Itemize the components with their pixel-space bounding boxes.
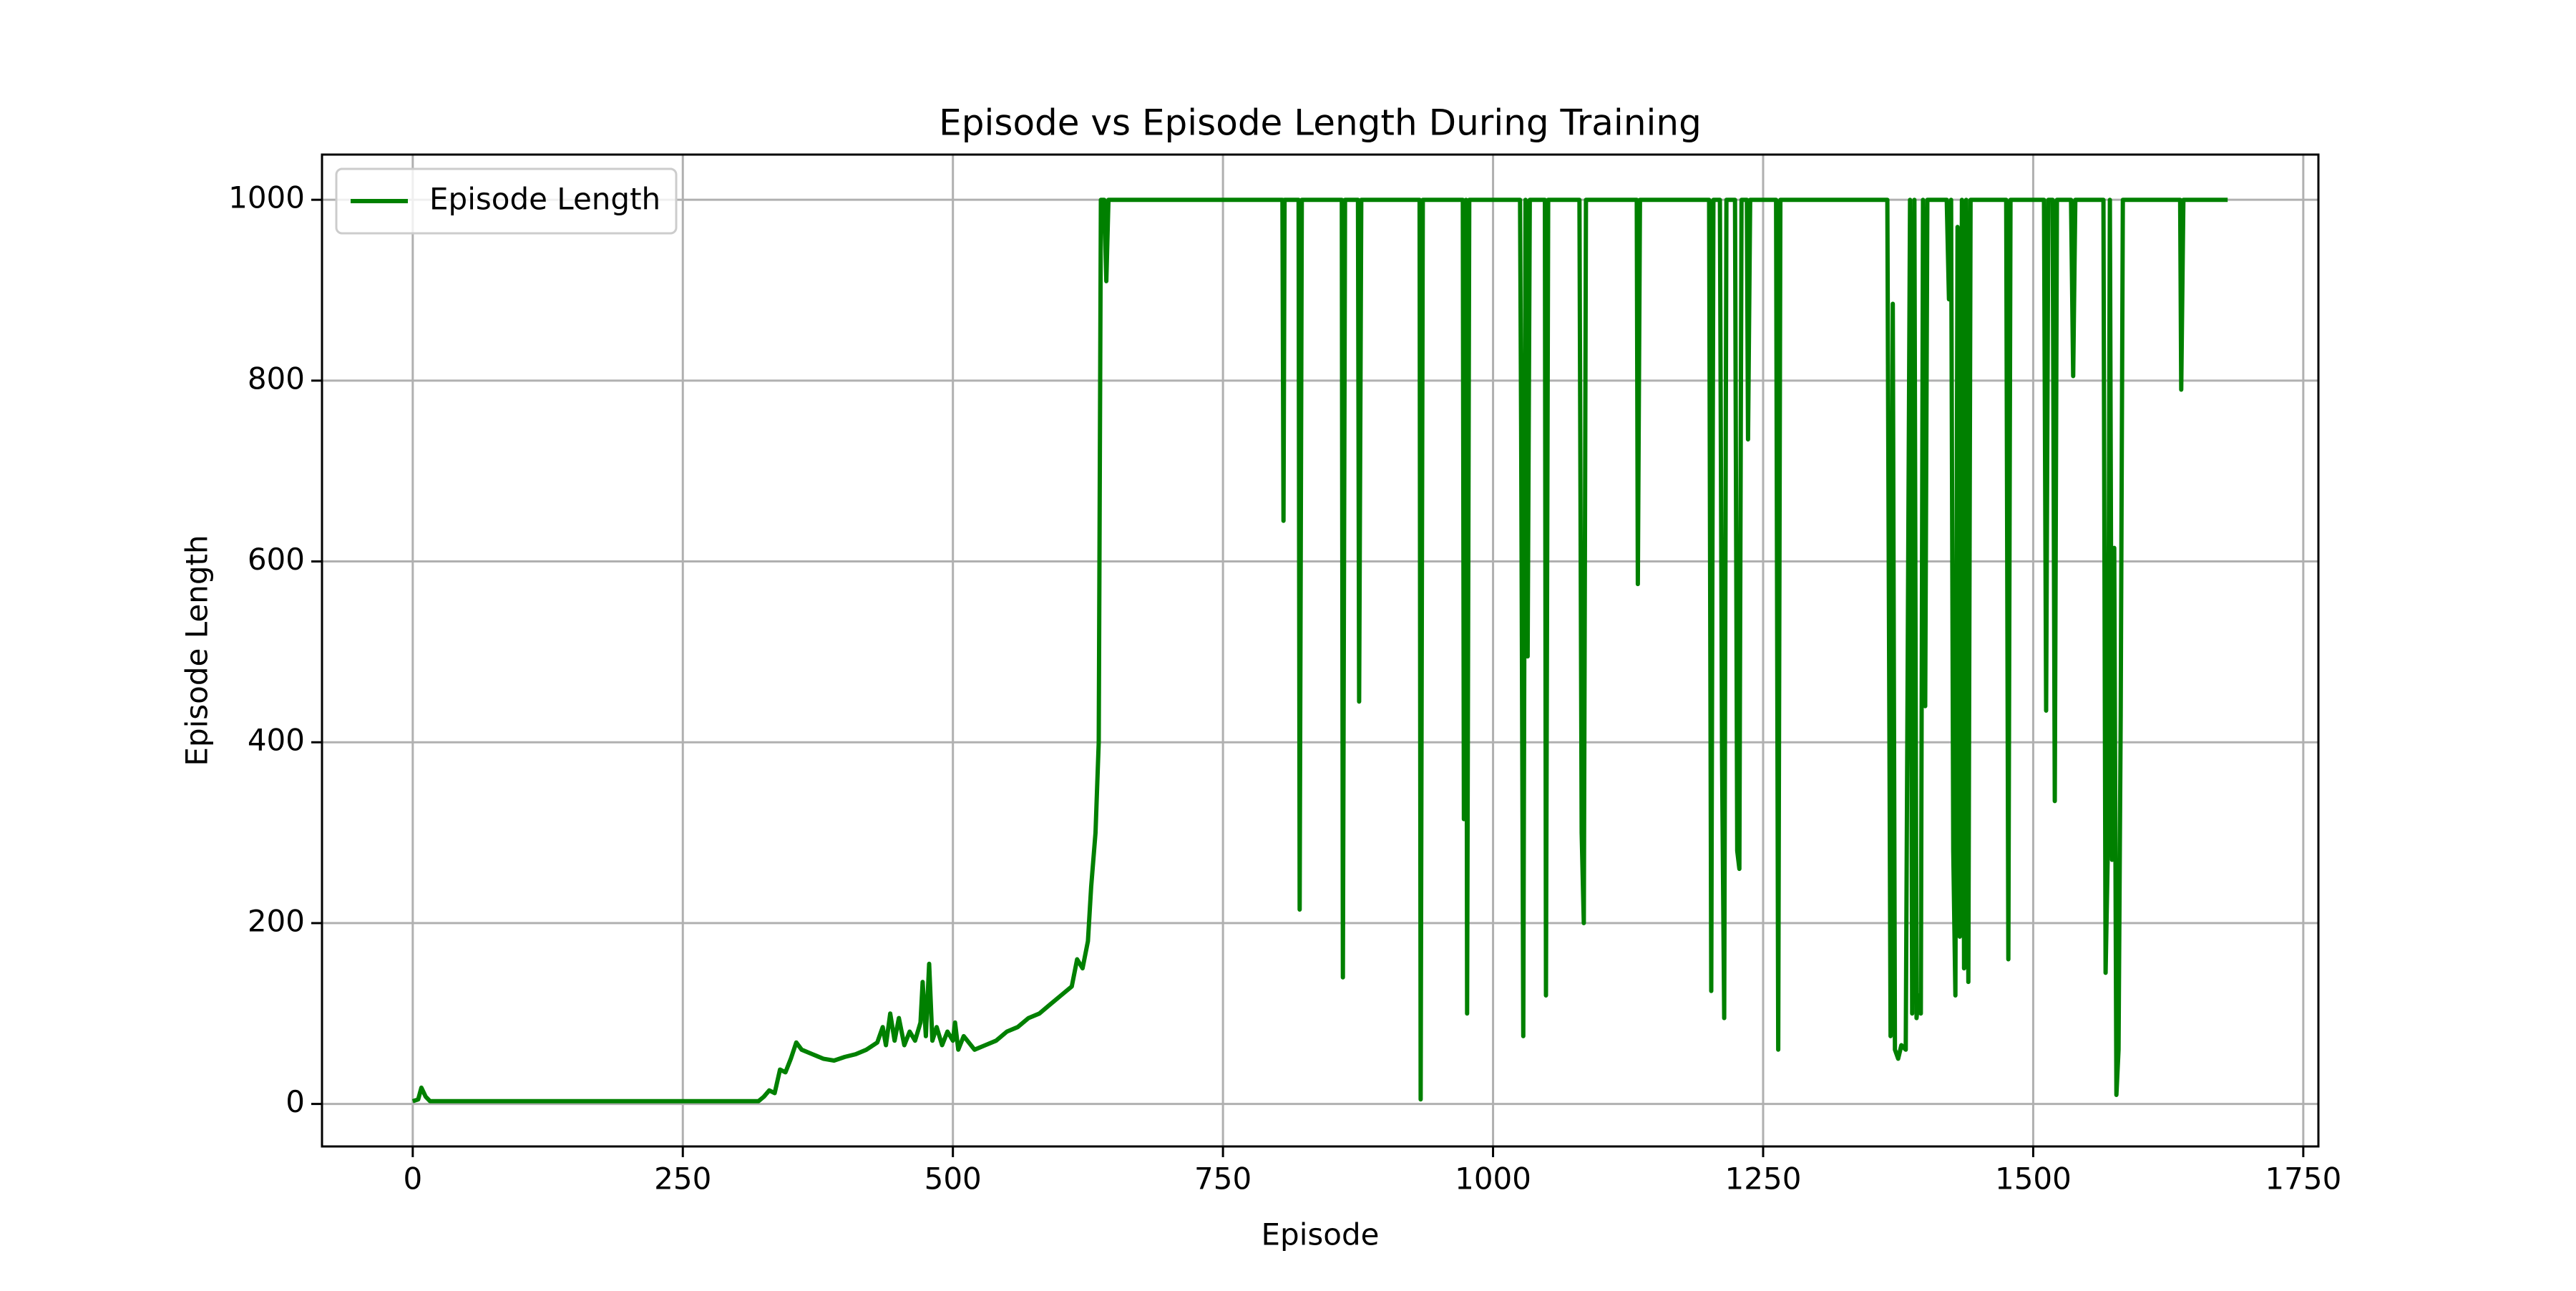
- y-tick-label: 1000: [228, 180, 305, 215]
- x-tick-label: 750: [1194, 1161, 1252, 1197]
- chart-title: Episode vs Episode Length During Trainin…: [939, 102, 1702, 144]
- legend-frame: [335, 167, 678, 235]
- x-tick-label: 1750: [2265, 1161, 2341, 1197]
- x-axis-label: Episode: [1262, 1217, 1380, 1252]
- x-tick-label: 0: [403, 1161, 422, 1197]
- x-tick-label: 1000: [1455, 1161, 1531, 1197]
- y-axis-label: Episode Length: [180, 535, 215, 766]
- x-tick-label: 1500: [1995, 1161, 2072, 1197]
- x-tick-label: 1250: [1725, 1161, 1802, 1197]
- legend-label: Episode Length: [429, 182, 660, 217]
- y-tick-label: 800: [248, 361, 305, 396]
- plot-frame: [321, 153, 2320, 1148]
- x-tick-label: 500: [924, 1161, 982, 1197]
- x-tick-label: 250: [654, 1161, 711, 1197]
- data-line: [411, 198, 2228, 1104]
- y-tick-label: 600: [248, 542, 305, 577]
- y-tick-label: 400: [248, 723, 305, 758]
- y-tick-label: 0: [286, 1084, 305, 1119]
- y-tick-label: 200: [248, 903, 305, 938]
